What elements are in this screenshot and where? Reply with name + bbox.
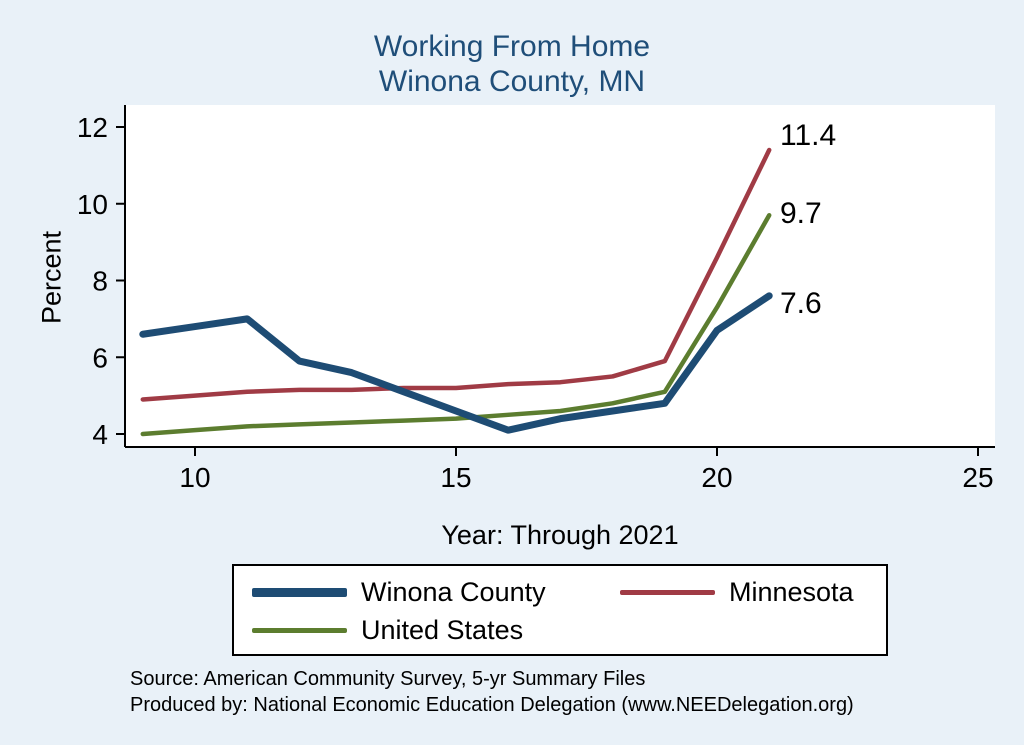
series-line-winona-county xyxy=(139,292,773,434)
y-tick-label: 10 xyxy=(77,189,108,220)
legend-item-winona-county: Winona County xyxy=(252,577,620,608)
legend-item-united-states: United States xyxy=(252,615,620,646)
legend-label-minnesota: Minnesota xyxy=(729,576,854,607)
y-axis-title: Percent xyxy=(36,230,67,325)
footer-notes: Source: American Community Survey, 5-yr … xyxy=(130,666,854,718)
produced-by-note: Produced by: National Economic Education… xyxy=(130,694,854,716)
legend-swatch-minnesota xyxy=(620,589,715,595)
series-line-minnesota xyxy=(140,147,772,402)
end-label-winona-county: 7.6 xyxy=(780,287,822,320)
legend-label-winona-county: Winona County xyxy=(361,576,546,607)
y-tick-label: 8 xyxy=(92,266,108,297)
legend: Winona County Minnesota United States xyxy=(232,564,888,656)
x-tick-label: 25 xyxy=(962,462,993,493)
legend-swatch-united-states xyxy=(252,627,347,633)
y-tick-label: 4 xyxy=(92,419,108,450)
x-tick-label: 10 xyxy=(179,462,210,493)
chart-title-line2: Winona County, MN xyxy=(378,64,646,98)
end-label-united-states: 9.7 xyxy=(780,197,822,230)
x-tick-label: 15 xyxy=(440,462,471,493)
legend-swatch-winona-county xyxy=(252,587,347,597)
end-label-minnesota: 11.4 xyxy=(780,119,837,152)
source-note: Source: American Community Survey, 5-yr … xyxy=(130,668,646,690)
y-tick-label: 6 xyxy=(92,342,108,373)
y-tick-label: 12 xyxy=(77,112,108,143)
chart-title-line1: Working From Home xyxy=(373,30,651,63)
legend-label-united-states: United States xyxy=(361,614,524,645)
legend-item-minnesota: Minnesota xyxy=(620,577,890,608)
plot-area: 4 6 8 10 12 10 15 20 25 xyxy=(77,105,995,493)
plot-background xyxy=(125,105,995,447)
series-line-united-states xyxy=(140,213,772,437)
chart-title: Working From Home Winona County, MN xyxy=(0,30,1024,99)
x-axis-title: Year: Through 2021 xyxy=(441,520,679,550)
x-tick-label: 20 xyxy=(701,462,732,493)
